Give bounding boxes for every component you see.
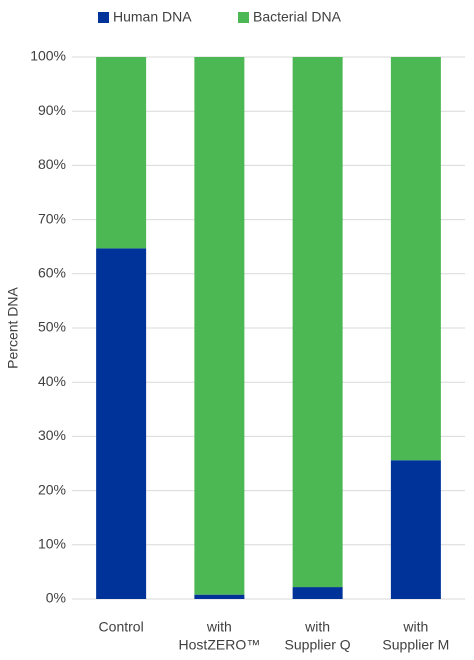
y-tick-label: 90%: [38, 102, 66, 118]
x-tick-label: Supplier M: [382, 637, 449, 653]
bar-segment: [390, 460, 441, 599]
y-tick-label: 80%: [38, 156, 66, 172]
x-tick-label: HostZERO™: [179, 637, 261, 653]
y-tick-label: 0%: [46, 590, 66, 606]
bar-segment: [96, 57, 147, 249]
x-tick-label: with: [402, 619, 428, 635]
x-tick-label: with: [206, 619, 232, 635]
y-tick-label: 20%: [38, 481, 66, 497]
legend-swatch: [238, 12, 249, 23]
x-tick-label: Control: [99, 619, 144, 635]
legend-label: Bacterial DNA: [253, 9, 342, 25]
y-axis-label: Percent DNA: [5, 286, 21, 368]
bar-segment: [292, 587, 343, 599]
x-tick-label: Supplier Q: [285, 637, 351, 653]
y-tick-label: 10%: [38, 536, 66, 552]
legend-swatch: [98, 12, 109, 23]
y-tick-label: 70%: [38, 210, 66, 226]
bar-segment: [292, 57, 343, 588]
x-tick-label: with: [304, 619, 330, 635]
y-tick-label: 40%: [38, 373, 66, 389]
y-tick-label: 60%: [38, 265, 66, 281]
y-tick-label: 30%: [38, 427, 66, 443]
bar-segment: [194, 594, 245, 599]
bar-segment: [390, 57, 441, 461]
bar-segment: [96, 248, 147, 600]
y-tick-label: 100%: [30, 48, 66, 64]
legend-label: Human DNA: [113, 9, 192, 25]
bar-segment: [194, 57, 245, 595]
y-tick-label: 50%: [38, 319, 66, 335]
